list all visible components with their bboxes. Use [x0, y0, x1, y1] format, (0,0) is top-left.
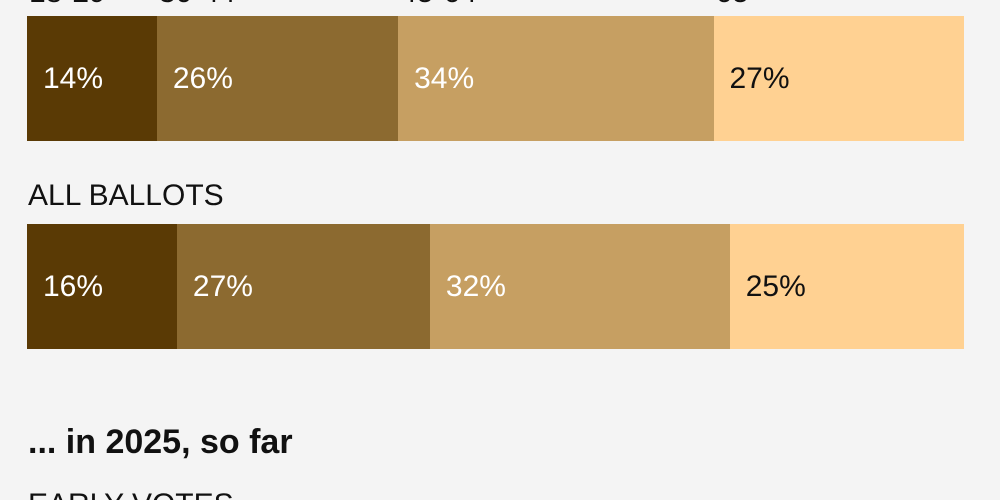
row-label-all-ballots: ALL BALLOTS: [28, 179, 224, 212]
bar-value-label: 16%: [43, 270, 104, 303]
category-label-45-64: 45-64: [400, 0, 477, 8]
bar-value-label: 27%: [192, 270, 253, 303]
bar-segment-65+: 25%: [729, 224, 964, 349]
category-label-65+: 65+: [716, 0, 767, 8]
bar-segment-18-29: 16%: [27, 224, 178, 349]
category-label-30-44: 30-44: [159, 0, 236, 8]
bar-value-label: 26%: [172, 62, 233, 95]
stacked-bar-row-1: 14% 26% 34% 27%: [27, 16, 964, 141]
bar-segment-65+: 27%: [713, 16, 964, 141]
category-label-18-29: 18-29: [29, 0, 106, 8]
bar-value-label: 14%: [43, 62, 104, 95]
bar-value-label: 25%: [745, 270, 806, 303]
bar-value-label: 34%: [414, 62, 475, 95]
bar-segment-30-44: 27%: [176, 224, 431, 349]
section-title: ... in 2025, so far: [28, 423, 293, 461]
row-label-early-votes: EARLY VOTES: [28, 488, 234, 500]
bar-segment-30-44: 26%: [156, 16, 399, 141]
bar-value-label: 32%: [445, 270, 506, 303]
bar-value-label: 27%: [729, 62, 790, 95]
bar-segment-45-64: 32%: [429, 224, 731, 349]
bar-segment-45-64: 34%: [398, 16, 714, 141]
bar-segment-18-29: 14%: [27, 16, 158, 141]
stacked-bar-row-all-ballots: 16% 27% 32% 25%: [27, 224, 964, 349]
